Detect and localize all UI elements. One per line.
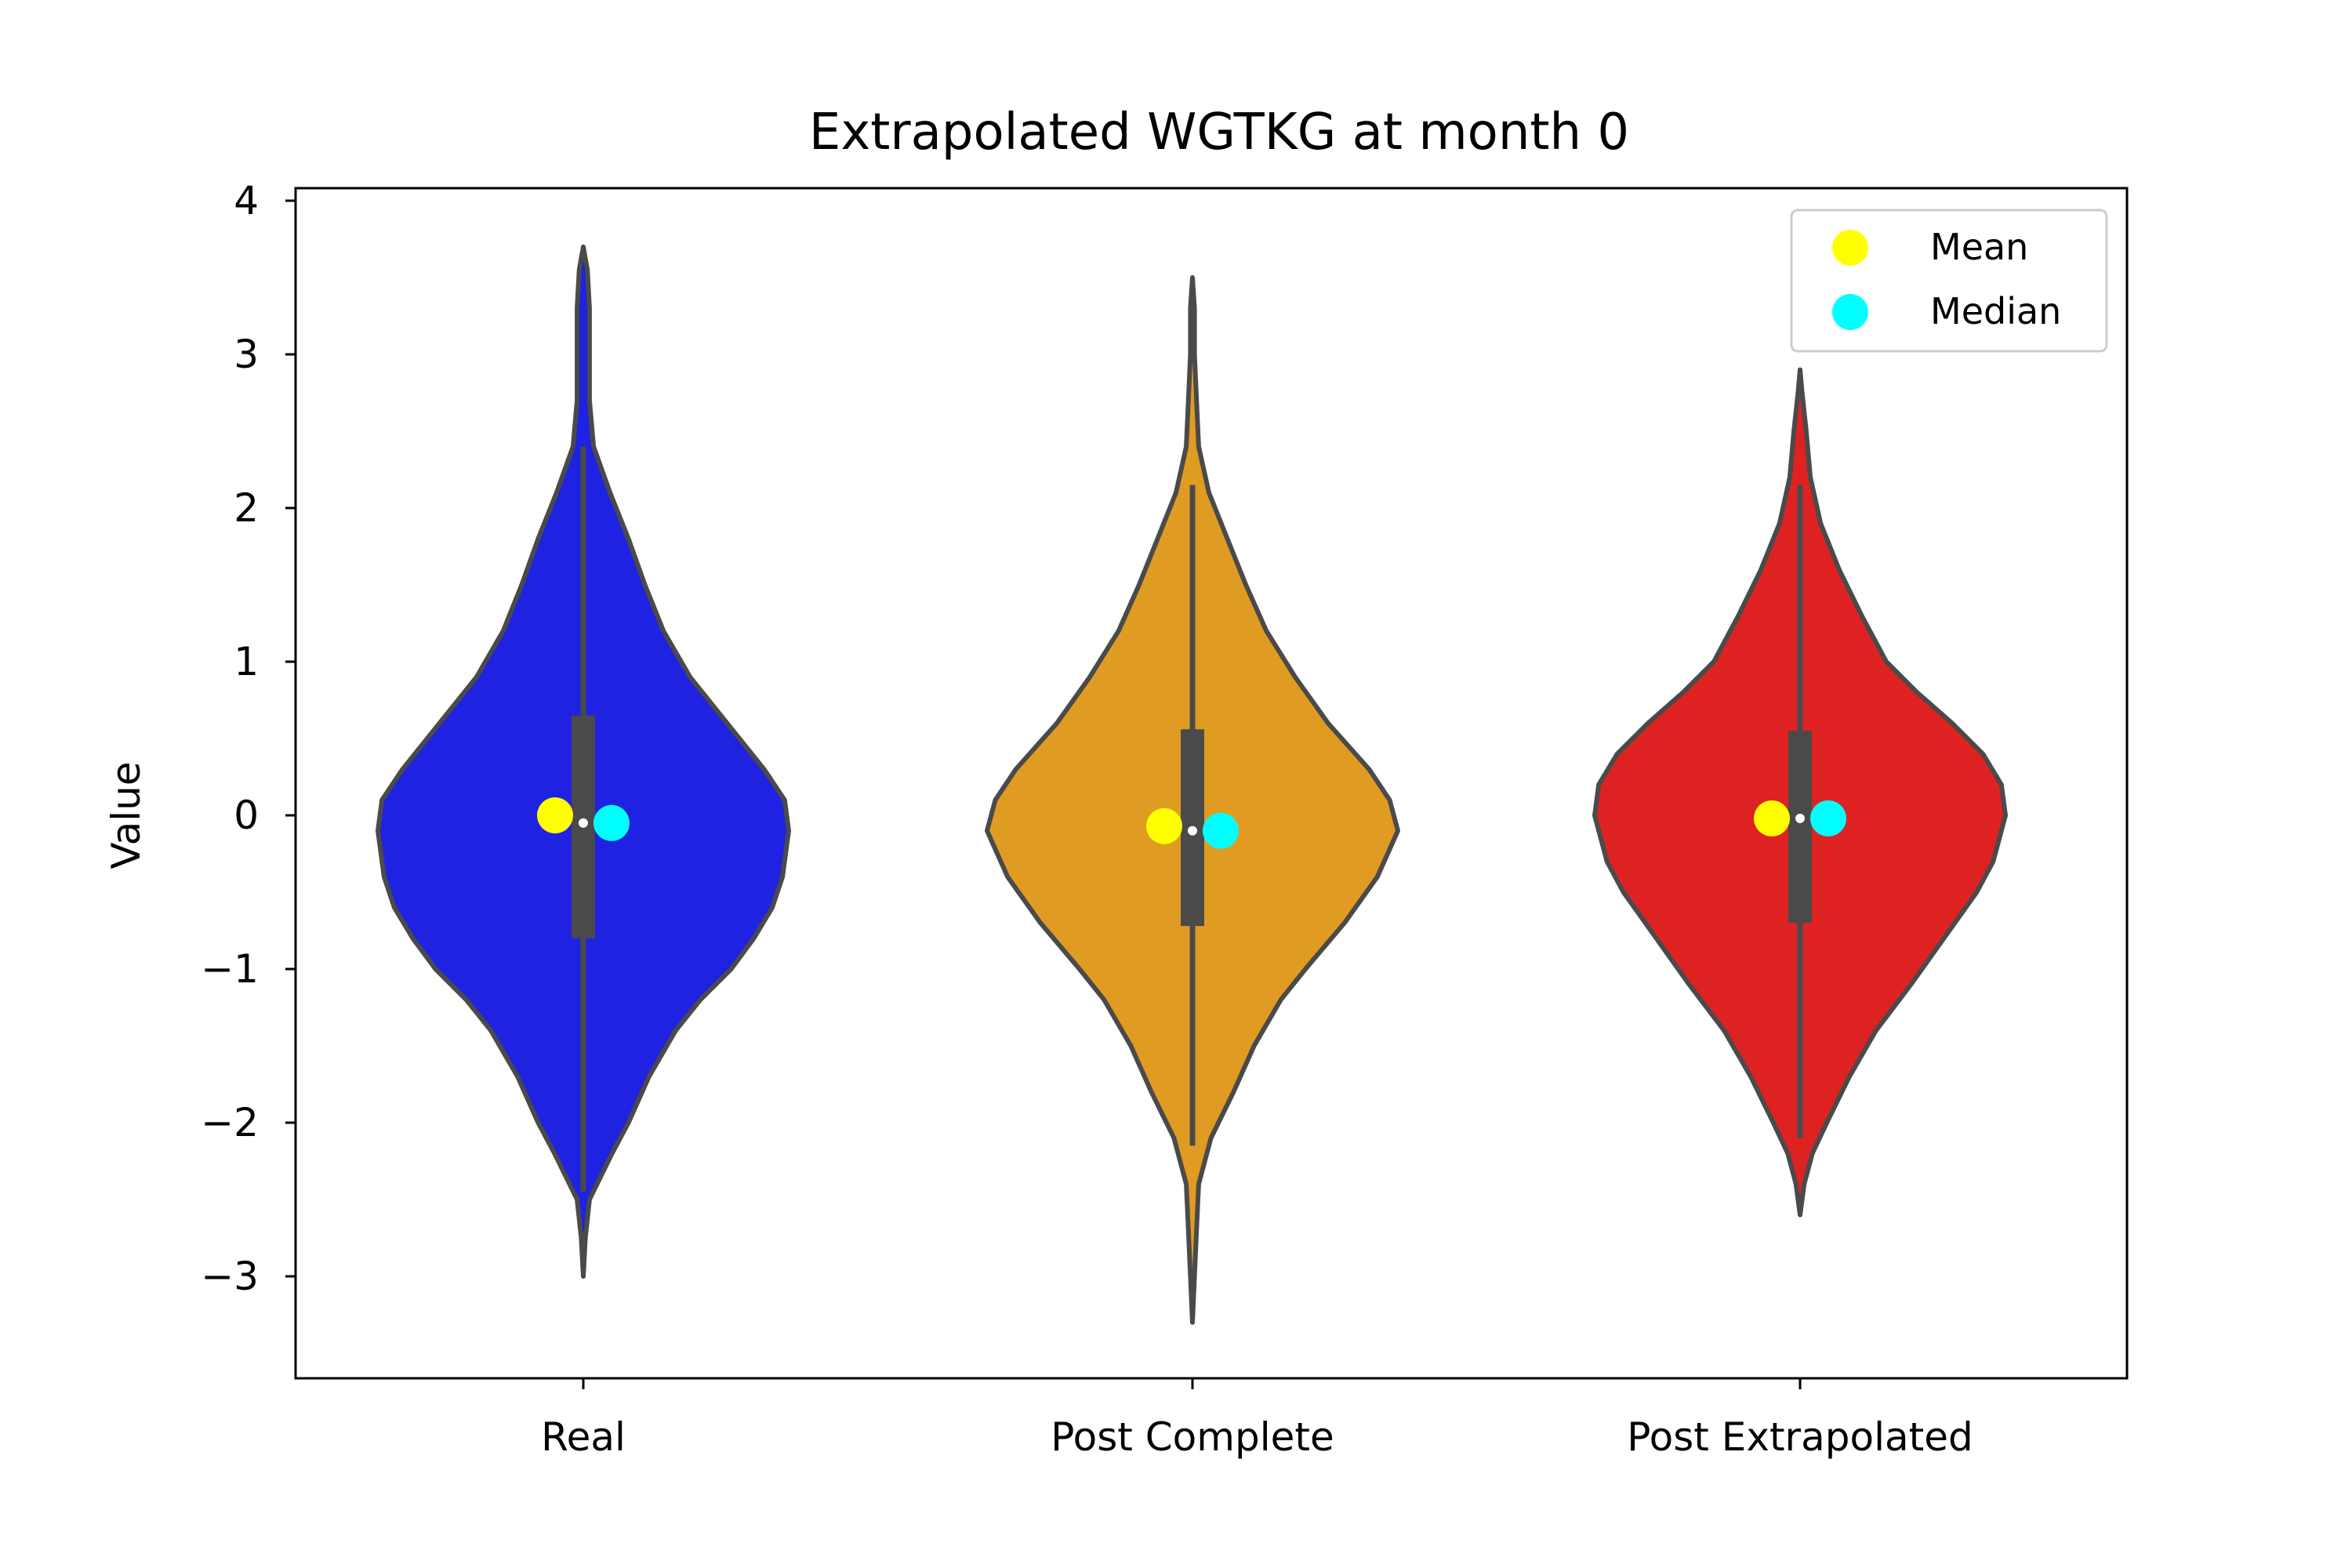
violin-group-1: [376, 244, 791, 1279]
y-tick-label: 4: [234, 178, 259, 223]
y-tick-label: −2: [201, 1100, 259, 1145]
median-marker: [593, 804, 630, 841]
x-tick-label: Post Extrapolated: [1627, 1414, 1973, 1460]
y-axis: 4 3 2 1 0 −1 −2 −3: [201, 178, 296, 1299]
violin-group-2: [985, 275, 1400, 1325]
x-tick-label: Post Complete: [1051, 1414, 1334, 1460]
legend-median-marker: [1832, 294, 1868, 330]
violin-median-dot: [579, 818, 588, 828]
mean-marker: [1146, 808, 1182, 844]
mean-marker: [1754, 800, 1790, 837]
y-tick-label: 2: [234, 485, 259, 531]
violins: [376, 244, 2008, 1325]
legend-median-label: Median: [1930, 290, 2061, 332]
legend-box: [1790, 209, 2108, 353]
x-tick-label: Real: [541, 1414, 626, 1460]
y-tick-label: −3: [201, 1254, 259, 1299]
chart-title: Extrapolated WGTKG at month 0: [809, 103, 1629, 162]
mean-marker: [537, 797, 573, 833]
violin-iqr-box: [1788, 731, 1812, 924]
y-tick-label: 0: [234, 793, 259, 838]
y-tick-label: 3: [234, 332, 259, 377]
y-tick-label: −1: [201, 946, 259, 992]
legend-mean-label: Mean: [1930, 226, 2028, 268]
legend: Mean Median: [1790, 209, 2108, 353]
x-axis: Real Post Complete Post Extrapolated: [541, 1378, 1973, 1460]
y-tick-label: 1: [234, 639, 259, 684]
median-marker: [1203, 812, 1239, 849]
violin-median-dot: [1795, 813, 1805, 823]
median-marker: [1810, 800, 1846, 837]
violin-median-dot: [1188, 826, 1197, 836]
y-axis-label: Value: [103, 761, 149, 869]
plot-frame: [294, 187, 2129, 1380]
legend-mean-marker: [1832, 230, 1868, 266]
violin-group-3: [1592, 367, 2008, 1218]
